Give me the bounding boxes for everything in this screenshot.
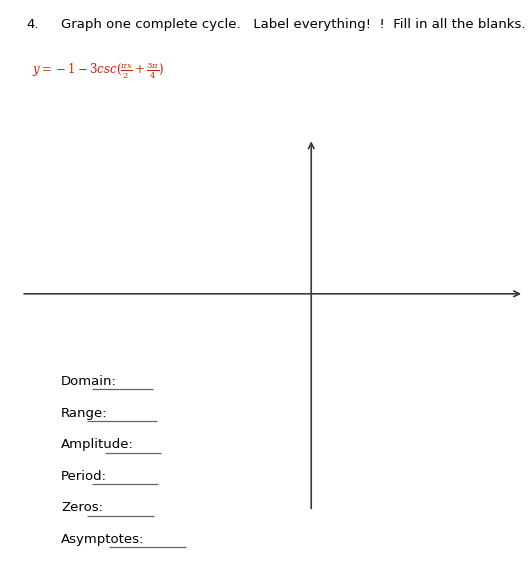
Text: Domain:: Domain: — [61, 375, 117, 388]
Text: Zeros:: Zeros: — [61, 501, 103, 515]
Text: 4.: 4. — [27, 18, 39, 31]
Text: $y = -1 - 3\mathit{csc}(\frac{\pi x}{2}+\frac{3\pi}{4})$: $y = -1 - 3\mathit{csc}(\frac{\pi x}{2}+… — [32, 59, 164, 81]
Text: Asymptotes:: Asymptotes: — [61, 533, 145, 546]
Text: Period:: Period: — [61, 470, 107, 483]
Text: Amplitude:: Amplitude: — [61, 438, 134, 451]
Text: Range:: Range: — [61, 406, 108, 420]
Text: Graph one complete cycle.   Label everything!  !  Fill in all the blanks.: Graph one complete cycle. Label everythi… — [61, 18, 526, 31]
